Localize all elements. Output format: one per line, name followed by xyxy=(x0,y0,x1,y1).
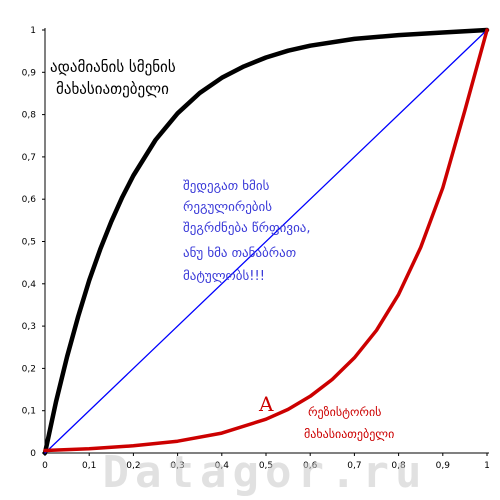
blue-line-label-1: შედეგათ ხმის xyxy=(183,179,270,194)
blue-line xyxy=(44,29,488,454)
x-tick-labels: 0 0,1 0,2 0,3 0,4 0,5 0,6 0,7 0,8 0,9 1 xyxy=(42,461,490,471)
x-tick-label: 0,9 xyxy=(436,461,451,471)
black-curve-label-line2: მახასიათებელი xyxy=(56,80,169,98)
black-curve-label-line1: ადამიანის სმენის xyxy=(50,58,176,76)
y-tick-label: 0,7 xyxy=(22,153,36,163)
axes xyxy=(42,28,489,456)
series-layer xyxy=(42,27,490,456)
x-tick-label: 0,5 xyxy=(259,461,273,471)
y-tick-label: 0,9 xyxy=(22,68,37,78)
x-tick-label: 0,7 xyxy=(347,461,361,471)
watermark-text: Datagor.ru xyxy=(103,447,428,498)
x-tick-label: 0,6 xyxy=(303,461,318,471)
y-tick-label: 0,5 xyxy=(22,238,36,248)
y-tick-label: 0,4 xyxy=(22,280,37,290)
point-a-label: A xyxy=(258,392,274,416)
red-curve-label-line1: რეზისტორის xyxy=(308,405,381,419)
y-tick-label: 0 xyxy=(30,449,36,459)
blue-line-label-4: ანუ ხმა თანაბრათ xyxy=(183,246,296,261)
y-tick-label: 1 xyxy=(30,26,36,36)
red-curve xyxy=(43,28,489,453)
x-tick-label: 0,8 xyxy=(391,461,406,471)
blue-line-label-5: მატულობს!!! xyxy=(183,269,265,284)
x-tick-label: 0,4 xyxy=(215,461,230,471)
black-curve xyxy=(42,27,490,456)
y-tick-labels: 0 0,1 0,2 0,3 0,4 0,5 0,6 0,7 0,8 0,9 1 xyxy=(22,26,37,459)
y-tick-label: 0,3 xyxy=(22,322,36,332)
x-tick-label: 0,2 xyxy=(126,461,140,471)
y-tick-label: 0,2 xyxy=(22,364,36,374)
x-tick-label: 1 xyxy=(484,461,490,471)
y-tick-label: 0,8 xyxy=(22,111,37,121)
x-tick-label: 0,1 xyxy=(82,461,96,471)
blue-line-label-2: რეგულირების xyxy=(183,200,272,215)
blue-line-label-3: შეგრძნება წრფივია, xyxy=(183,221,311,236)
x-tick-label: 0 xyxy=(42,461,48,471)
y-tick-label: 0,6 xyxy=(22,195,37,205)
x-tick-label: 0,3 xyxy=(170,461,184,471)
red-curve-label-line2: მახასიათებელი xyxy=(304,427,394,441)
y-tick-label: 0,1 xyxy=(22,407,36,417)
